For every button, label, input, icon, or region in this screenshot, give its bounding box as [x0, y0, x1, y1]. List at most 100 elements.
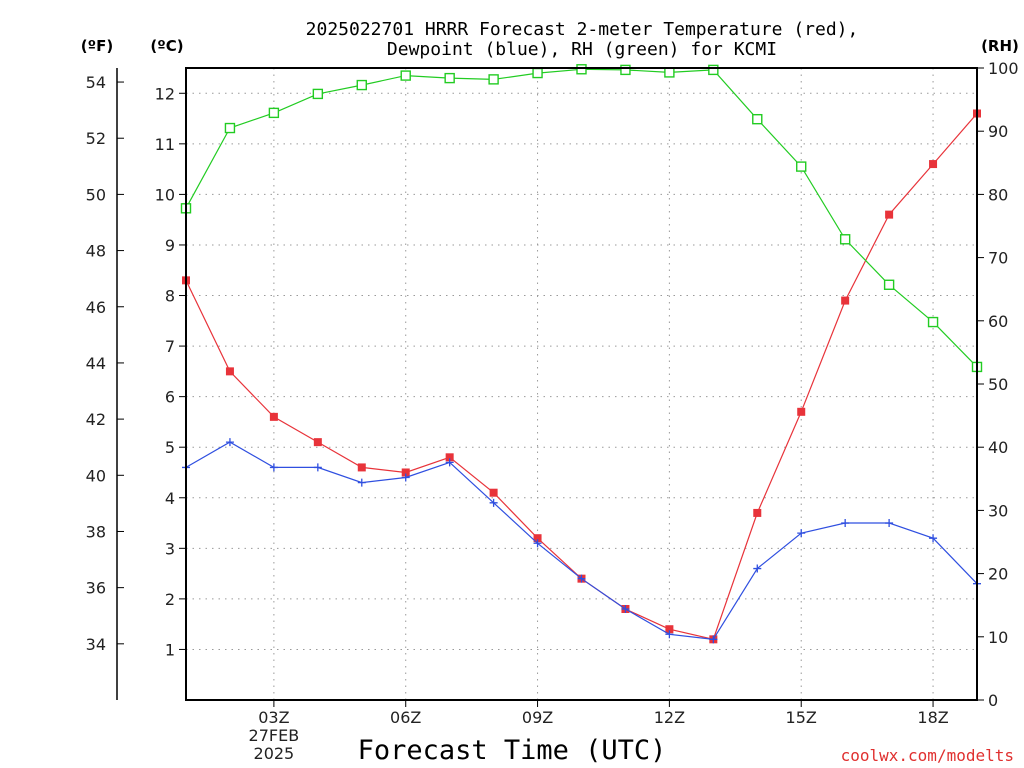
chart-title-line2: Dewpoint (blue), RH (green) for KCMI [387, 39, 777, 60]
fahrenheit-tick-label: 42 [86, 410, 106, 429]
dewpoint-point [445, 458, 454, 467]
celsius-tick-label: 6 [165, 388, 175, 407]
rh-tick-label: 60 [988, 312, 1008, 331]
temperature-point [489, 488, 498, 497]
grid-lines [186, 68, 977, 700]
rh-point [664, 67, 675, 78]
temperature-point [533, 534, 542, 543]
celsius-tick-label: 4 [165, 489, 175, 508]
dewpoint-point [577, 574, 586, 583]
x-tick-label: 09Z [522, 708, 553, 727]
plot-frame [185, 67, 978, 701]
rh-tick-label: 100 [988, 59, 1019, 78]
celsius-tick-label: 7 [165, 337, 175, 356]
fahrenheit-tick-label: 36 [86, 579, 106, 598]
rh-point [268, 107, 280, 119]
rh-tick-label: 50 [988, 375, 1008, 394]
x-tick-label: 06Z [390, 708, 421, 727]
rh-tick-label: 10 [988, 628, 1008, 647]
fahrenheit-tick-label: 46 [86, 298, 106, 317]
celsius-tick-label: 11 [155, 135, 175, 154]
dewpoint-point [357, 478, 366, 487]
temperature-point [357, 463, 366, 472]
rh-tick-label: 20 [988, 565, 1008, 584]
fahrenheit-tick-label: 40 [86, 466, 106, 485]
dewpoint-series-line [185, 441, 978, 640]
dewpoint-point [665, 630, 674, 639]
rh-tick-label: 80 [988, 185, 1008, 204]
chart-title-line1: 2025022701 HRRR Forecast 2-meter Tempera… [306, 19, 859, 40]
rh-tick-label: 0 [988, 691, 998, 710]
fahrenheit-tick-label: 50 [86, 185, 106, 204]
rh-point [708, 64, 719, 76]
dewpoint-point [269, 463, 278, 472]
dewpoint-point [621, 604, 630, 613]
dewpoint-point [929, 534, 938, 543]
fahrenheit-tick-label: 54 [86, 73, 106, 92]
celsius-tick-label: 2 [165, 590, 175, 609]
rh-point [444, 72, 455, 84]
temperature-point [269, 412, 278, 421]
dewpoint-point [313, 463, 322, 472]
temperature-point [665, 625, 674, 634]
rh-point [620, 64, 631, 76]
temperature-series-line [185, 113, 978, 641]
fahrenheit-tick-label: 44 [86, 354, 106, 373]
axes-ticks: 1234567891011123436384042444648505254010… [86, 59, 1019, 763]
x-date-label: 27FEB [249, 726, 300, 745]
rh-point [839, 234, 851, 245]
temperature-point [929, 160, 938, 169]
rh-point [356, 79, 367, 91]
fahrenheit-tick-label: 38 [86, 522, 106, 541]
rh-series-line [185, 68, 978, 368]
temperature-point [313, 438, 322, 447]
temperature-point [885, 210, 894, 219]
rh-tick-label: 90 [988, 122, 1008, 141]
temperature-point [841, 296, 850, 305]
fahrenheit-tick-label: 52 [86, 129, 106, 148]
dewpoint-point [841, 519, 850, 528]
rh-point [488, 74, 499, 85]
x-axis-label: Forecast Time (UTC) [358, 735, 667, 766]
x-year-label: 2025 [254, 744, 295, 763]
credit-text: coolwx.com/modelts [841, 746, 1014, 765]
temperature-point [225, 367, 234, 376]
rh-point [927, 316, 939, 328]
rh-tick-label: 70 [988, 249, 1008, 268]
dewpoint-point [797, 529, 806, 538]
celsius-tick-label: 1 [165, 640, 175, 659]
dewpoint-point [885, 519, 894, 528]
x-tick-label: 12Z [654, 708, 685, 727]
celsius-tick-label: 8 [165, 287, 175, 306]
rh-tick-label: 40 [988, 438, 1008, 457]
celsius-tick-label: 12 [155, 84, 175, 103]
rh-point [883, 279, 895, 290]
dewpoint-point [489, 498, 498, 507]
rh-point [576, 64, 587, 75]
temperature-point [445, 453, 454, 462]
temperature-point [797, 407, 806, 416]
rh-point [752, 113, 763, 125]
celsius-tick-label: 10 [155, 185, 175, 204]
x-tick-label: 03Z [258, 708, 289, 727]
fahrenheit-unit-label: (ºF) [81, 37, 113, 55]
celsius-tick-label: 3 [165, 539, 175, 558]
rh-point [796, 161, 807, 172]
temperature-point [753, 508, 762, 517]
fahrenheit-tick-label: 34 [86, 635, 106, 654]
rh-tick-label: 30 [988, 501, 1008, 520]
celsius-tick-label: 5 [165, 438, 175, 457]
rh-unit-label: (RH) [981, 37, 1019, 55]
rh-point [224, 122, 236, 134]
series-layer [180, 64, 983, 644]
dewpoint-point [709, 635, 718, 644]
dewpoint-point [753, 564, 762, 573]
celsius-unit-label: (ºC) [150, 37, 183, 55]
x-tick-label: 15Z [786, 708, 817, 727]
x-tick-label: 18Z [917, 708, 948, 727]
dewpoint-point [401, 473, 410, 482]
rh-point [312, 88, 324, 100]
fahrenheit-tick-label: 48 [86, 242, 106, 261]
temperature-point [401, 468, 410, 477]
